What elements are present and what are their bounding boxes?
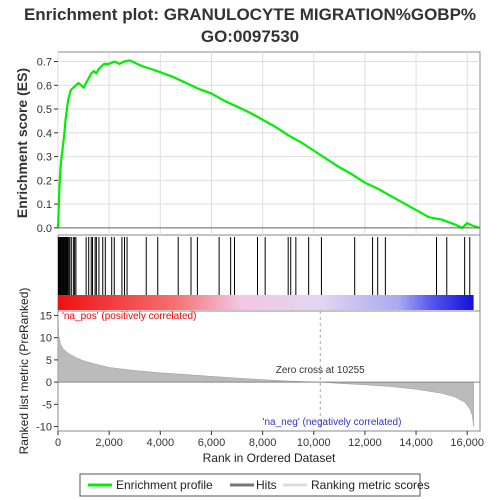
chart-title-line1: Enrichment plot: GRANULOCYTE MIGRATION%G… <box>24 5 476 24</box>
x-tick-label: 4,000 <box>147 437 175 449</box>
metric-tick-label: 0 <box>46 377 52 389</box>
es-tick-label: 0.1 <box>37 199 52 211</box>
ranking-color-bar <box>58 295 474 310</box>
es-tick-label: 0.7 <box>37 57 52 69</box>
x-tick-label: 14,000 <box>399 437 433 449</box>
legend-metric-label: Ranking metric scores <box>311 478 430 492</box>
x-tick-label: 12,000 <box>348 437 382 449</box>
metric-axis-ticks: -10 -5 0 5 10 15 <box>36 310 58 433</box>
x-tick-label: 0 <box>55 437 61 449</box>
metric-axis-label: Ranked list metric (PreRanked) <box>17 288 31 455</box>
pos-correlated-label: 'na_pos' (positively correlated) <box>62 311 196 322</box>
es-tick-label: 0.6 <box>37 80 52 92</box>
neg-correlated-label: 'na_neg' (negatively correlated) <box>263 417 402 428</box>
metric-tick-label: 10 <box>40 333 52 345</box>
metric-tick-label: -5 <box>42 399 52 411</box>
es-panel <box>58 52 480 235</box>
es-axis-ticks: 0.0 0.1 0.2 0.3 0.4 0.5 0.6 0.7 <box>37 57 58 235</box>
es-axis-label: Enrichment score (ES) <box>14 68 30 218</box>
chart-title-line2: GO:0097530 <box>201 27 299 46</box>
x-tick-label: 6,000 <box>198 437 226 449</box>
es-tick-label: 0.3 <box>37 152 52 164</box>
x-axis-label: Rank in Ordered Dataset <box>203 451 336 465</box>
x-tick-label: 16,000 <box>450 437 484 449</box>
ranking-bar-rect <box>58 295 474 310</box>
x-tick-label: 8,000 <box>249 437 277 449</box>
legend-profile-label: Enrichment profile <box>116 478 213 492</box>
es-tick-label: 0.4 <box>37 128 52 140</box>
legend: Enrichment profile Hits Ranking metric s… <box>80 474 430 496</box>
es-tick-label: 0.2 <box>37 175 52 187</box>
zero-cross-label: Zero cross at 10255 <box>276 365 365 376</box>
metric-tick-label: 5 <box>46 355 52 367</box>
legend-hits-label: Hits <box>256 478 277 492</box>
x-axis-ticks: 0 2,000 4,000 6,000 8,000 10,000 12,000 14,000 1… <box>55 431 484 449</box>
es-tick-label: 0.0 <box>37 223 52 235</box>
x-tick-label: 2,000 <box>95 437 123 449</box>
es-tick-label: 0.5 <box>37 104 52 116</box>
x-tick-label: 10,000 <box>297 437 331 449</box>
metric-tick-label: 15 <box>40 310 52 322</box>
metric-tick-label: -10 <box>36 422 52 434</box>
